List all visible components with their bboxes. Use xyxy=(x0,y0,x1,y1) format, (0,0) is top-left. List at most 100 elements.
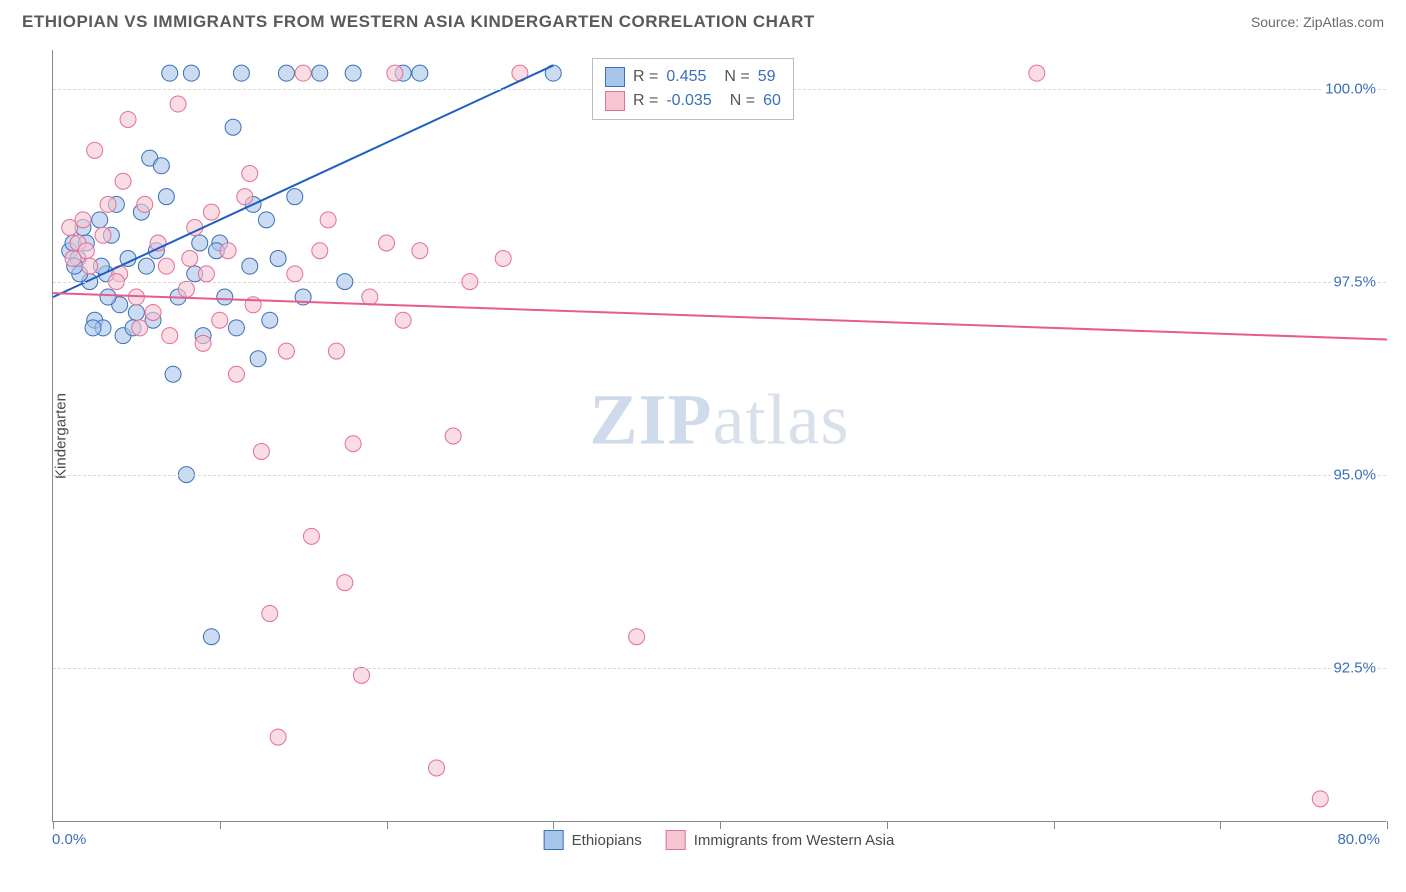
chart-source: Source: ZipAtlas.com xyxy=(1251,14,1384,30)
x-tick xyxy=(387,821,388,829)
data-point xyxy=(242,166,258,182)
data-point xyxy=(353,667,369,683)
data-point xyxy=(429,760,445,776)
data-point xyxy=(345,65,361,81)
data-point xyxy=(387,65,403,81)
data-point xyxy=(303,528,319,544)
data-point xyxy=(182,250,198,266)
data-point xyxy=(203,629,219,645)
data-point xyxy=(412,243,428,259)
x-tick xyxy=(887,821,888,829)
data-point xyxy=(278,343,294,359)
r-value-1: 0.455 xyxy=(666,65,706,89)
swatch-ethiopians-icon xyxy=(605,67,625,87)
data-point xyxy=(138,258,154,274)
data-point xyxy=(295,65,311,81)
scatter-svg xyxy=(53,50,1387,822)
data-point xyxy=(162,65,178,81)
data-point xyxy=(100,289,116,305)
x-tick xyxy=(1387,821,1388,829)
y-tick-label: 95.0% xyxy=(1331,466,1378,483)
data-point xyxy=(65,250,81,266)
data-point xyxy=(228,320,244,336)
data-point xyxy=(132,320,148,336)
data-point xyxy=(95,227,111,243)
x-tick xyxy=(720,821,721,829)
data-point xyxy=(379,235,395,251)
x-tick xyxy=(553,821,554,829)
data-point xyxy=(1029,65,1045,81)
swatch-immigrants-icon xyxy=(605,91,625,111)
data-point xyxy=(412,65,428,81)
x-axis-max-label: 80.0% xyxy=(1337,831,1380,848)
data-point xyxy=(629,629,645,645)
n-value-1: 59 xyxy=(758,65,776,89)
legend-label-1: Ethiopians xyxy=(572,832,642,849)
data-point xyxy=(345,436,361,452)
data-point xyxy=(217,289,233,305)
data-point xyxy=(237,189,253,205)
x-tick xyxy=(53,821,54,829)
y-tick-label: 92.5% xyxy=(1331,659,1378,676)
data-point xyxy=(212,312,228,328)
legend-item-ethiopians: Ethiopians xyxy=(544,830,642,850)
n-value-2: 60 xyxy=(763,89,781,113)
data-point xyxy=(270,250,286,266)
y-tick-label: 100.0% xyxy=(1323,80,1378,97)
gridline xyxy=(53,282,1386,283)
data-point xyxy=(1312,791,1328,807)
data-point xyxy=(337,575,353,591)
data-point xyxy=(395,312,411,328)
data-point xyxy=(253,443,269,459)
trend-line xyxy=(53,293,1387,339)
data-point xyxy=(225,119,241,135)
x-axis-min-label: 0.0% xyxy=(52,831,86,848)
correlation-row-2: R = -0.035 N = 60 xyxy=(605,89,781,113)
data-point xyxy=(128,304,144,320)
chart-title: ETHIOPIAN VS IMMIGRANTS FROM WESTERN ASI… xyxy=(22,12,815,32)
legend-item-immigrants: Immigrants from Western Asia xyxy=(666,830,895,850)
data-point xyxy=(100,196,116,212)
data-point xyxy=(262,312,278,328)
data-point xyxy=(165,366,181,382)
data-point xyxy=(362,289,378,305)
data-point xyxy=(312,243,328,259)
data-point xyxy=(220,243,236,259)
gridline xyxy=(53,668,1386,669)
data-point xyxy=(82,258,98,274)
data-point xyxy=(198,266,214,282)
y-tick-label: 97.5% xyxy=(1331,273,1378,290)
data-point xyxy=(287,189,303,205)
data-point xyxy=(242,258,258,274)
data-point xyxy=(228,366,244,382)
data-point xyxy=(170,96,186,112)
data-point xyxy=(137,196,153,212)
r-value-2: -0.035 xyxy=(666,89,711,113)
data-point xyxy=(75,212,91,228)
chart-container: Kindergarten ZIPatlas 92.5%95.0%97.5%100… xyxy=(52,50,1386,822)
data-point xyxy=(158,258,174,274)
data-point xyxy=(92,212,108,228)
data-point xyxy=(233,65,249,81)
data-point xyxy=(145,304,161,320)
data-point xyxy=(287,266,303,282)
data-point xyxy=(320,212,336,228)
data-point xyxy=(195,335,211,351)
series-legend: Ethiopians Immigrants from Western Asia xyxy=(544,830,895,850)
data-point xyxy=(278,65,294,81)
correlation-legend: R = 0.455 N = 59 R = -0.035 N = 60 xyxy=(592,58,794,120)
x-tick xyxy=(1220,821,1221,829)
data-point xyxy=(183,65,199,81)
data-point xyxy=(85,320,101,336)
data-point xyxy=(258,212,274,228)
data-point xyxy=(312,65,328,81)
data-point xyxy=(120,111,136,127)
legend-label-2: Immigrants from Western Asia xyxy=(694,832,895,849)
plot-area: ZIPatlas 92.5%95.0%97.5%100.0% xyxy=(52,50,1386,822)
data-point xyxy=(158,189,174,205)
data-point xyxy=(192,235,208,251)
data-point xyxy=(162,328,178,344)
data-point xyxy=(153,158,169,174)
data-point xyxy=(87,142,103,158)
data-point xyxy=(262,606,278,622)
